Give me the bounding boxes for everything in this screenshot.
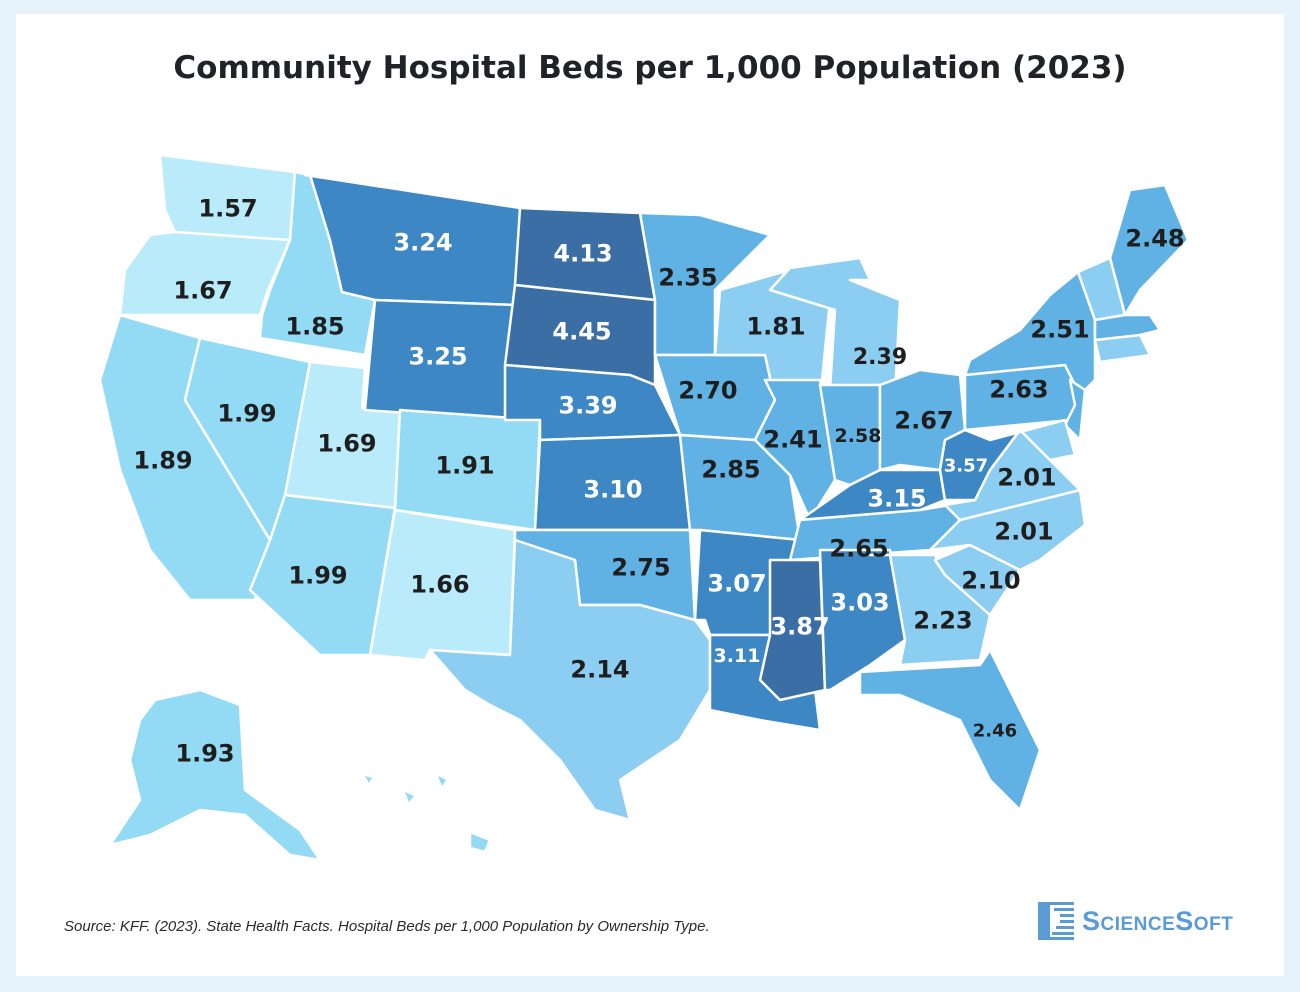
state-mn [638, 211, 772, 357]
state-value-label-wa: 1.57 [198, 195, 257, 223]
state-value-label-ga: 2.23 [913, 607, 972, 635]
state-value-label-fl: 2.46 [973, 720, 1017, 741]
logo-mark-icon [1038, 902, 1074, 940]
hi-island-2 [405, 792, 414, 802]
page-title: Community Hospital Beds per 1,000 Popula… [173, 50, 1127, 86]
state-mi [768, 256, 902, 397]
state-value-label-me: 2.48 [1125, 225, 1184, 253]
state-value-label-ky: 3.15 [867, 485, 926, 513]
state-value-label-mo: 2.85 [701, 456, 760, 484]
state-value-label-ms: 3.87 [770, 613, 829, 641]
state-value-label-nv: 1.99 [217, 400, 276, 428]
state-value-label-mt: 3.24 [393, 229, 452, 257]
state-value-label-in: 2.58 [835, 425, 882, 447]
hi-island-1 [438, 776, 446, 786]
state-value-label-mn: 2.35 [658, 264, 717, 292]
state-value-label-ut: 1.69 [317, 430, 376, 458]
state-value-label-wi: 1.81 [746, 313, 805, 341]
state-md [988, 418, 1077, 462]
state-fl [858, 648, 1042, 812]
state-value-label-il: 2.41 [763, 426, 822, 454]
state-value-label-co: 1.91 [435, 452, 494, 480]
state-value-label-ia: 2.70 [678, 377, 737, 405]
state-tx [428, 538, 712, 822]
state-ny [963, 270, 1097, 397]
logo-text: ScienceSoft [1082, 905, 1234, 936]
state-value-label-ar: 3.07 [707, 570, 766, 598]
state-value-label-wy: 3.25 [408, 343, 467, 371]
state-value-label-mi: 2.39 [853, 345, 907, 370]
state-value-label-sc: 2.10 [961, 567, 1020, 595]
state-value-label-va: 2.01 [997, 464, 1056, 492]
state-value-label-la: 3.11 [714, 645, 761, 667]
state-al [818, 548, 907, 692]
state-value-label-or: 1.67 [173, 277, 232, 305]
state-value-label-al: 3.03 [830, 589, 889, 617]
source-note: Source: KFF. (2023). State Health Facts.… [64, 918, 710, 935]
state-value-label-wv: 3.57 [944, 455, 988, 476]
state-value-label-ny: 2.51 [1030, 316, 1089, 344]
state-value-label-id: 1.85 [285, 313, 344, 341]
state-value-label-tn: 2.65 [829, 535, 888, 563]
sciencesoft-logo: ScienceSoft [1038, 902, 1233, 940]
state-value-label-nd: 4.13 [553, 240, 612, 268]
state-value-label-nc: 2.01 [994, 518, 1053, 546]
state-ak [108, 688, 322, 862]
state-value-label-sd: 4.45 [552, 318, 611, 346]
state-value-label-ne: 3.39 [558, 392, 617, 420]
state-value-label-ak: 1.93 [175, 740, 234, 768]
hi-island-3 [365, 776, 372, 783]
state-value-label-az: 1.99 [288, 562, 347, 590]
state-value-label-ok: 2.75 [611, 554, 670, 582]
state-sc [933, 543, 1022, 617]
state-value-label-nm: 1.66 [410, 571, 469, 599]
state-hi [468, 830, 492, 854]
state-value-label-tx: 2.14 [570, 656, 629, 684]
state-value-label-oh: 2.67 [894, 407, 953, 435]
state-nj [1063, 378, 1087, 442]
state-value-label-pa: 2.63 [989, 376, 1048, 404]
state-wv [938, 428, 1022, 502]
state-value-label-ks: 3.10 [583, 476, 642, 504]
state-ma [1093, 313, 1162, 342]
state-value-label-ca: 1.89 [133, 447, 192, 475]
